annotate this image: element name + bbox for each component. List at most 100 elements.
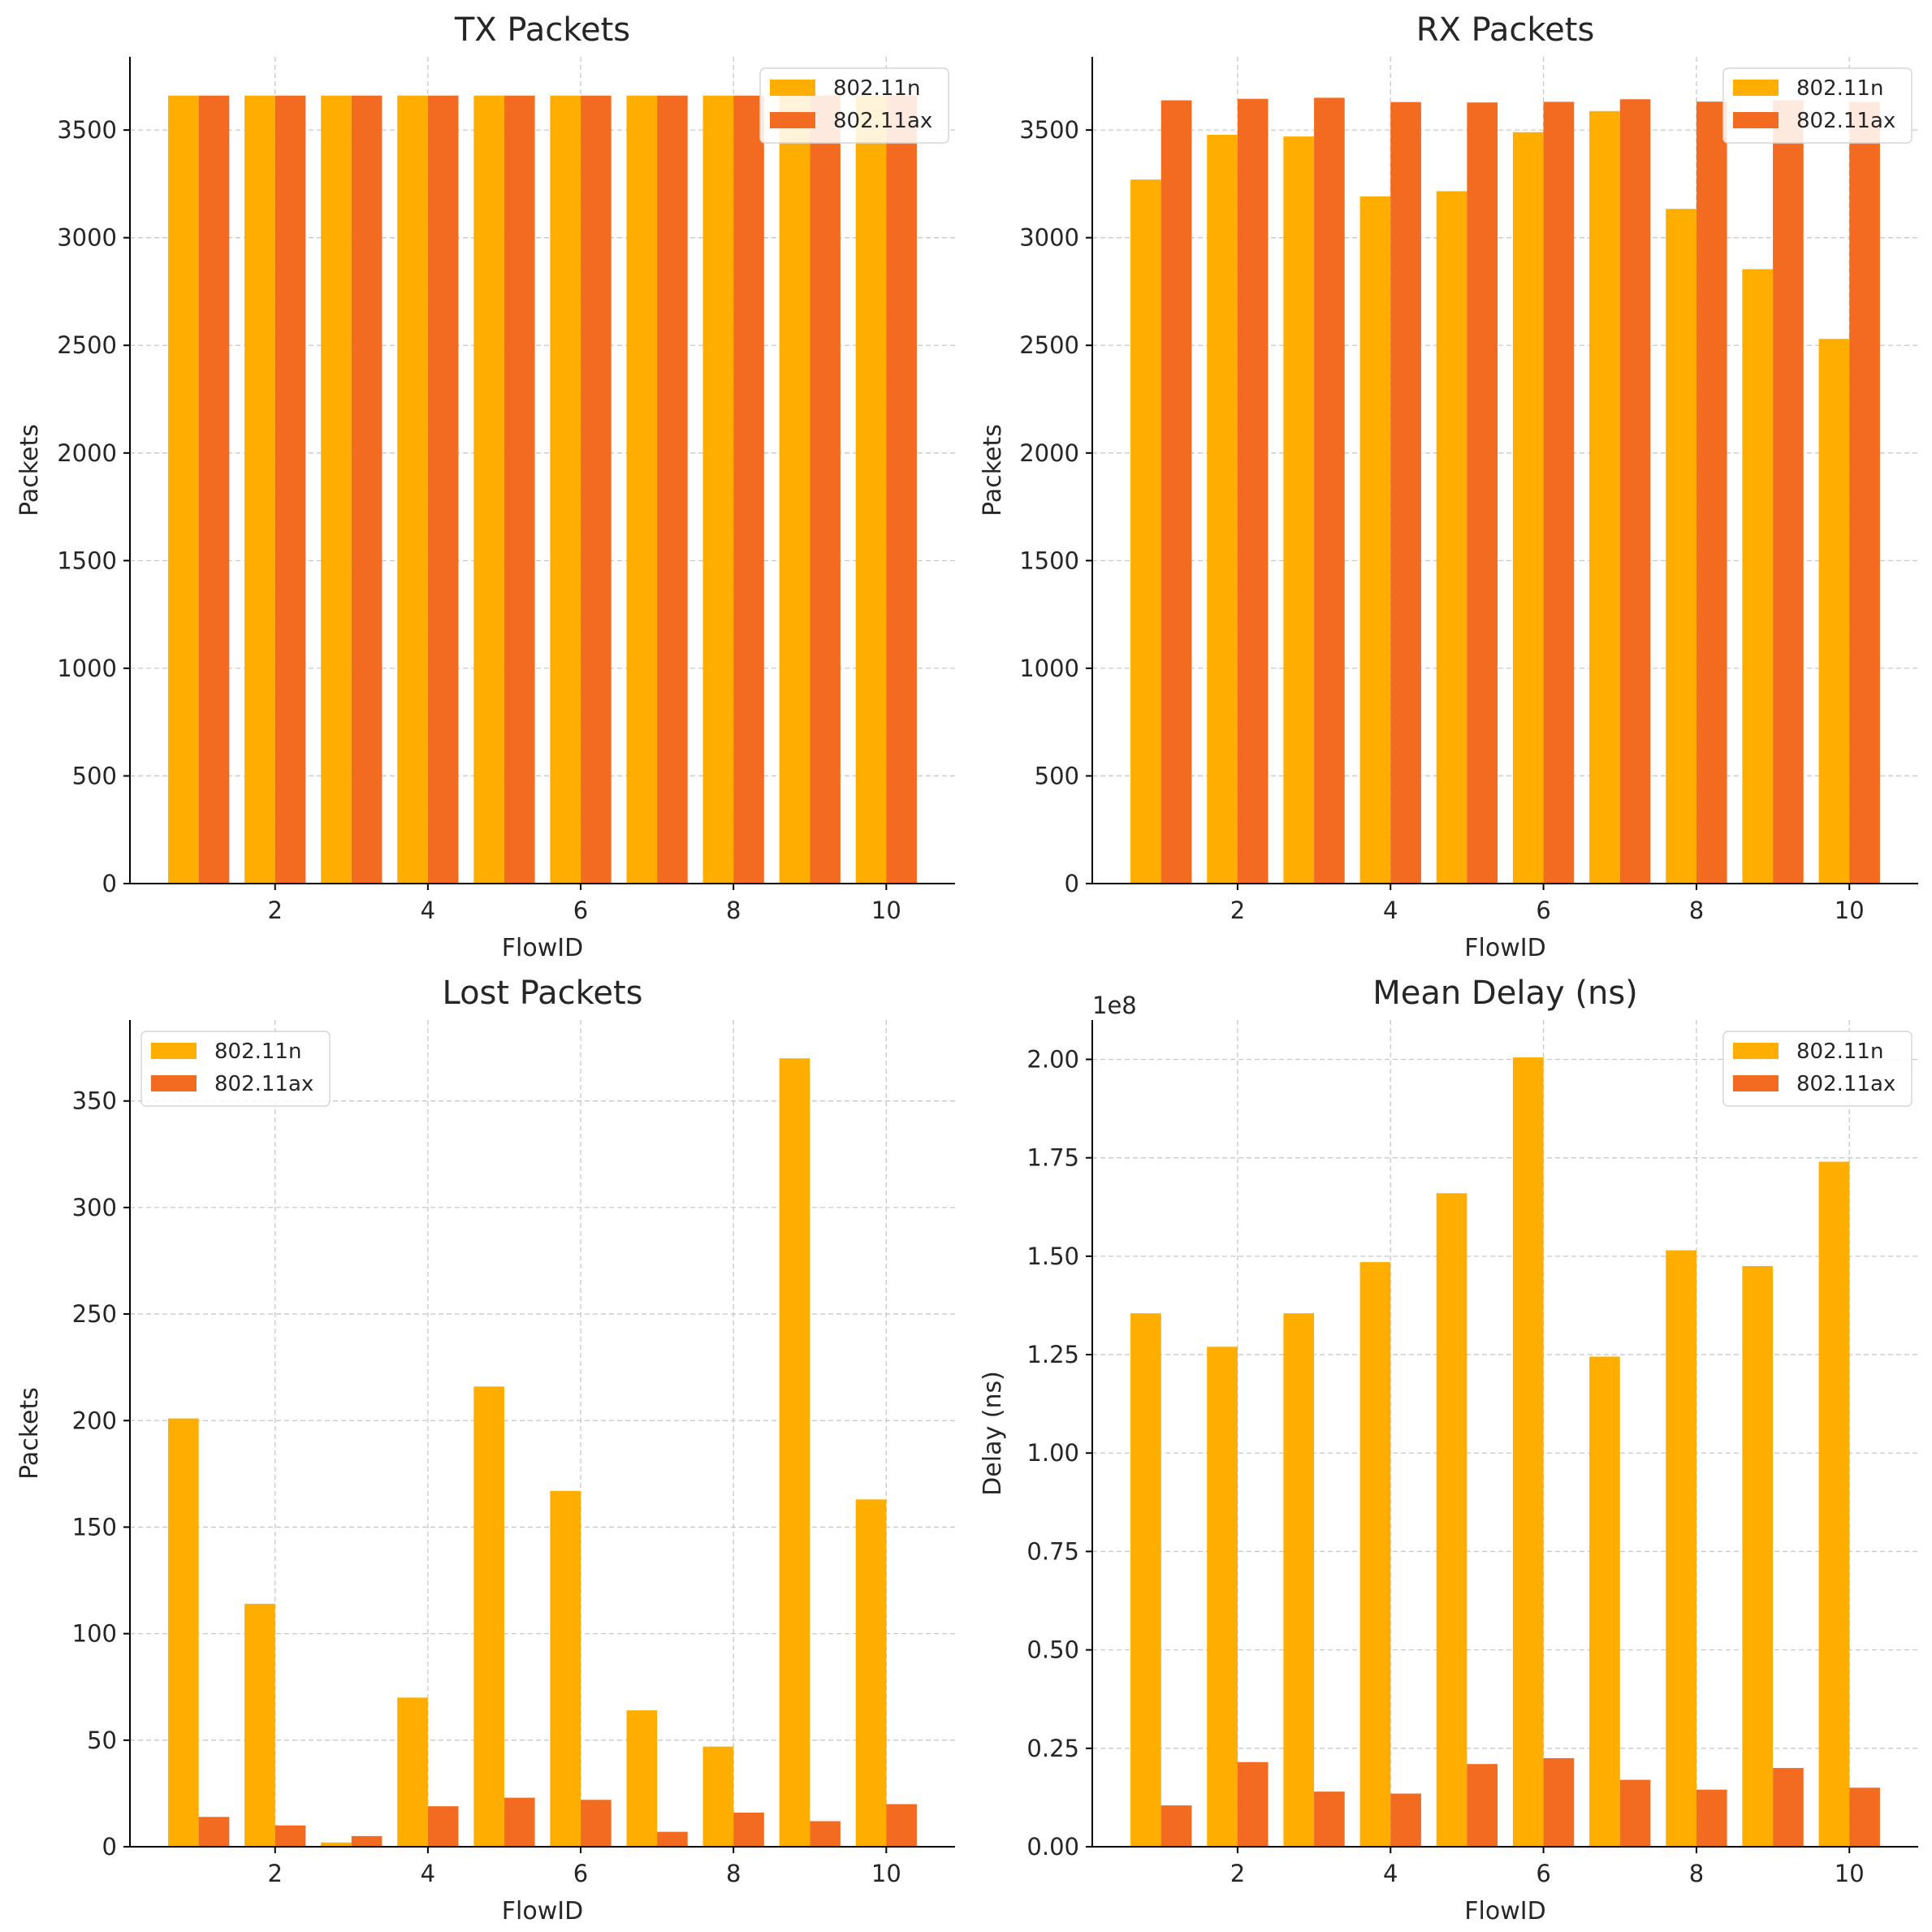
y-tick-label: 200 — [72, 1407, 117, 1434]
y-tick-label: 0.25 — [1027, 1735, 1079, 1762]
x-tick-label: 8 — [1689, 1860, 1704, 1887]
bar-series2-flow-10 — [1849, 102, 1880, 884]
bar-series2-flow-10 — [886, 95, 917, 884]
y-tick-label: 2500 — [1019, 331, 1079, 359]
bar-series1-flow-9 — [779, 95, 810, 884]
bar-series2-flow-6 — [581, 1800, 612, 1847]
chart-title: TX Packets — [454, 11, 630, 49]
x-tick-label: 2 — [268, 1860, 283, 1887]
chart-panel-2: 0 500 1000 1500 2000 2500 3000 3500 2 4 6 8 10 RX Pac… — [979, 11, 1918, 962]
bar-series2-flow-3 — [1314, 97, 1345, 884]
x-tick-label: 6 — [1536, 897, 1550, 924]
bar-series1-flow-6 — [1512, 132, 1544, 884]
bar-series1-flow-6 — [1512, 1057, 1544, 1847]
x-tick-label: 6 — [1536, 1860, 1550, 1887]
legend-swatch — [770, 80, 815, 96]
bar-series2-flow-7 — [657, 95, 688, 884]
y-axis-label: Packets — [15, 424, 44, 516]
legend-swatch — [770, 112, 815, 128]
bar-series1-flow-5 — [473, 1386, 504, 1847]
y-tick-label: 3500 — [1019, 116, 1079, 144]
x-tick-label: 6 — [573, 897, 588, 924]
bar-series1-flow-5 — [1436, 1193, 1467, 1847]
bar-series2-flow-8 — [1696, 102, 1727, 884]
y-tick-label: 1.25 — [1027, 1341, 1079, 1368]
y-axis-label: Delay (ns) — [979, 1371, 1007, 1496]
legend-swatch — [151, 1043, 197, 1059]
x-tick-label: 4 — [421, 1860, 435, 1887]
axis-offset-label: 1e8 — [1092, 992, 1137, 1019]
bar-series2-flow-4 — [1390, 102, 1421, 884]
bar-series2-flow-9 — [1773, 1768, 1804, 1847]
legend: 802.11n 802.11ax — [759, 67, 949, 144]
bar-series1-flow-4 — [397, 95, 428, 884]
bar-series2-flow-9 — [1773, 100, 1804, 884]
bar-series2-flow-1 — [198, 95, 230, 884]
bar-series2-flow-6 — [1543, 1757, 1575, 1847]
bar-series1-flow-4 — [1359, 1262, 1391, 1847]
chart-title: RX Packets — [1416, 11, 1595, 49]
chart-panel-1: 0 500 1000 1500 2000 2500 3000 3500 2 4 6 8 10 TX Pac… — [15, 11, 955, 962]
legend-label: 802.11n — [1796, 1039, 1883, 1064]
bar-series1-flow-3 — [1283, 136, 1315, 884]
y-tick-label: 500 — [72, 762, 117, 789]
bar-series2-flow-2 — [274, 95, 306, 884]
bar-series1-flow-4 — [397, 1697, 428, 1847]
x-tick-label: 2 — [1230, 897, 1245, 924]
bar-series1-flow-1 — [1130, 179, 1161, 884]
bar-series1-flow-1 — [168, 1418, 199, 1847]
bar-series2-flow-2 — [274, 1825, 306, 1847]
bar-series2-flow-5 — [1467, 1764, 1498, 1847]
y-tick-label: 1500 — [57, 547, 117, 574]
bar-series1-flow-8 — [1666, 209, 1696, 884]
bar-series2-flow-2 — [1237, 1761, 1269, 1847]
bar-series2-flow-4 — [1390, 1793, 1421, 1847]
y-tick-label: 2000 — [1019, 439, 1079, 467]
legend-label: 802.11ax — [1796, 109, 1895, 133]
legend-label: 802.11n — [1796, 76, 1883, 101]
bar-series2-flow-7 — [1619, 99, 1651, 884]
y-tick-label: 1.00 — [1027, 1439, 1079, 1467]
bar-series2-flow-2 — [1237, 98, 1269, 884]
x-tick-label: 4 — [1383, 897, 1398, 924]
x-tick-label: 4 — [1383, 1860, 1398, 1887]
bar-series2-flow-1 — [1160, 100, 1192, 884]
bar-series1-flow-5 — [473, 95, 504, 884]
x-tick-label: 2 — [268, 897, 283, 924]
bar-series2-flow-9 — [810, 1821, 841, 1847]
bar-series1-flow-8 — [702, 95, 734, 884]
y-axis-label: Packets — [15, 1387, 44, 1480]
legend-label: 802.11ax — [214, 1072, 313, 1096]
x-tick-label: 8 — [726, 1860, 741, 1887]
bar-series1-flow-3 — [1283, 1313, 1315, 1847]
x-tick-label: 6 — [573, 1860, 588, 1887]
bar-series1-flow-5 — [1436, 191, 1467, 884]
y-tick-label: 350 — [72, 1087, 117, 1115]
x-axis-label: FlowID — [1464, 1897, 1545, 1926]
bar-series2-flow-10 — [1849, 1787, 1880, 1847]
x-tick-label: 8 — [1689, 897, 1704, 924]
bar-series2-flow-1 — [1160, 1805, 1192, 1847]
bar-series1-flow-6 — [550, 95, 581, 884]
y-tick-label: 3000 — [57, 224, 117, 252]
bar-series1-flow-10 — [1818, 339, 1850, 884]
y-tick-label: 0 — [1065, 870, 1079, 897]
x-tick-label: 4 — [421, 897, 435, 924]
legend-label: 802.11n — [214, 1039, 301, 1064]
y-tick-label: 1000 — [57, 655, 117, 682]
x-axis-label: FlowID — [1464, 934, 1545, 962]
bar-series1-flow-2 — [1207, 134, 1238, 884]
x-tick-label: 10 — [871, 897, 901, 924]
chart-title: Mean Delay (ns) — [1372, 975, 1638, 1012]
y-tick-label: 0.75 — [1027, 1537, 1079, 1565]
bar-series2-flow-8 — [1696, 1789, 1727, 1847]
bar-series1-flow-9 — [1742, 269, 1774, 884]
chart-title: Lost Packets — [443, 975, 643, 1012]
bar-series2-flow-5 — [504, 95, 535, 884]
bar-series1-flow-2 — [1207, 1346, 1238, 1847]
x-axis-label: FlowID — [502, 1897, 583, 1926]
bar-series2-flow-6 — [1543, 102, 1575, 884]
bar-series2-flow-3 — [351, 95, 383, 884]
bar-series2-flow-8 — [733, 1813, 764, 1847]
